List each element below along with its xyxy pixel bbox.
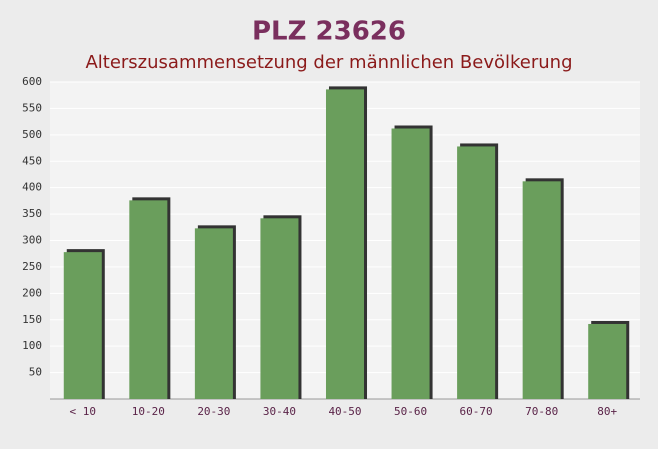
- bar: [129, 200, 168, 399]
- y-tick-label: 50: [29, 366, 42, 379]
- y-tick-label: 600: [22, 75, 42, 88]
- x-tick-label: 60-70: [460, 405, 493, 418]
- y-tick-label: 150: [22, 313, 42, 326]
- x-tick-label: 80+: [597, 405, 617, 418]
- y-tick-label: 450: [22, 154, 42, 167]
- x-tick-label: 50-60: [394, 405, 427, 418]
- x-tick-label: 30-40: [263, 405, 296, 418]
- x-tick-label: 10-20: [132, 405, 165, 418]
- y-tick-label: 500: [22, 128, 42, 141]
- chart-title: PLZ 23626: [252, 17, 406, 47]
- y-tick-label: 300: [22, 234, 42, 247]
- bar: [457, 146, 496, 399]
- x-tick-label: 70-80: [525, 405, 558, 418]
- x-tick-label: < 10: [70, 405, 97, 418]
- bar: [260, 218, 299, 399]
- chart-subtitle: Alterszusammensetzung der männlichen Bev…: [85, 52, 572, 73]
- y-tick-label: 550: [22, 101, 42, 114]
- y-tick-label: 250: [22, 260, 42, 273]
- bar: [588, 323, 627, 399]
- bar: [325, 89, 365, 399]
- bar: [522, 181, 561, 399]
- x-tick-label: 40-50: [328, 405, 361, 418]
- bar: [391, 128, 430, 399]
- bar: [63, 252, 102, 399]
- y-tick-label: 350: [22, 207, 42, 220]
- y-tick-label: 200: [22, 286, 42, 299]
- y-tick-label: 400: [22, 181, 42, 194]
- y-tick-label: 100: [22, 339, 42, 352]
- bar: [194, 228, 233, 399]
- x-tick-label: 20-30: [197, 405, 230, 418]
